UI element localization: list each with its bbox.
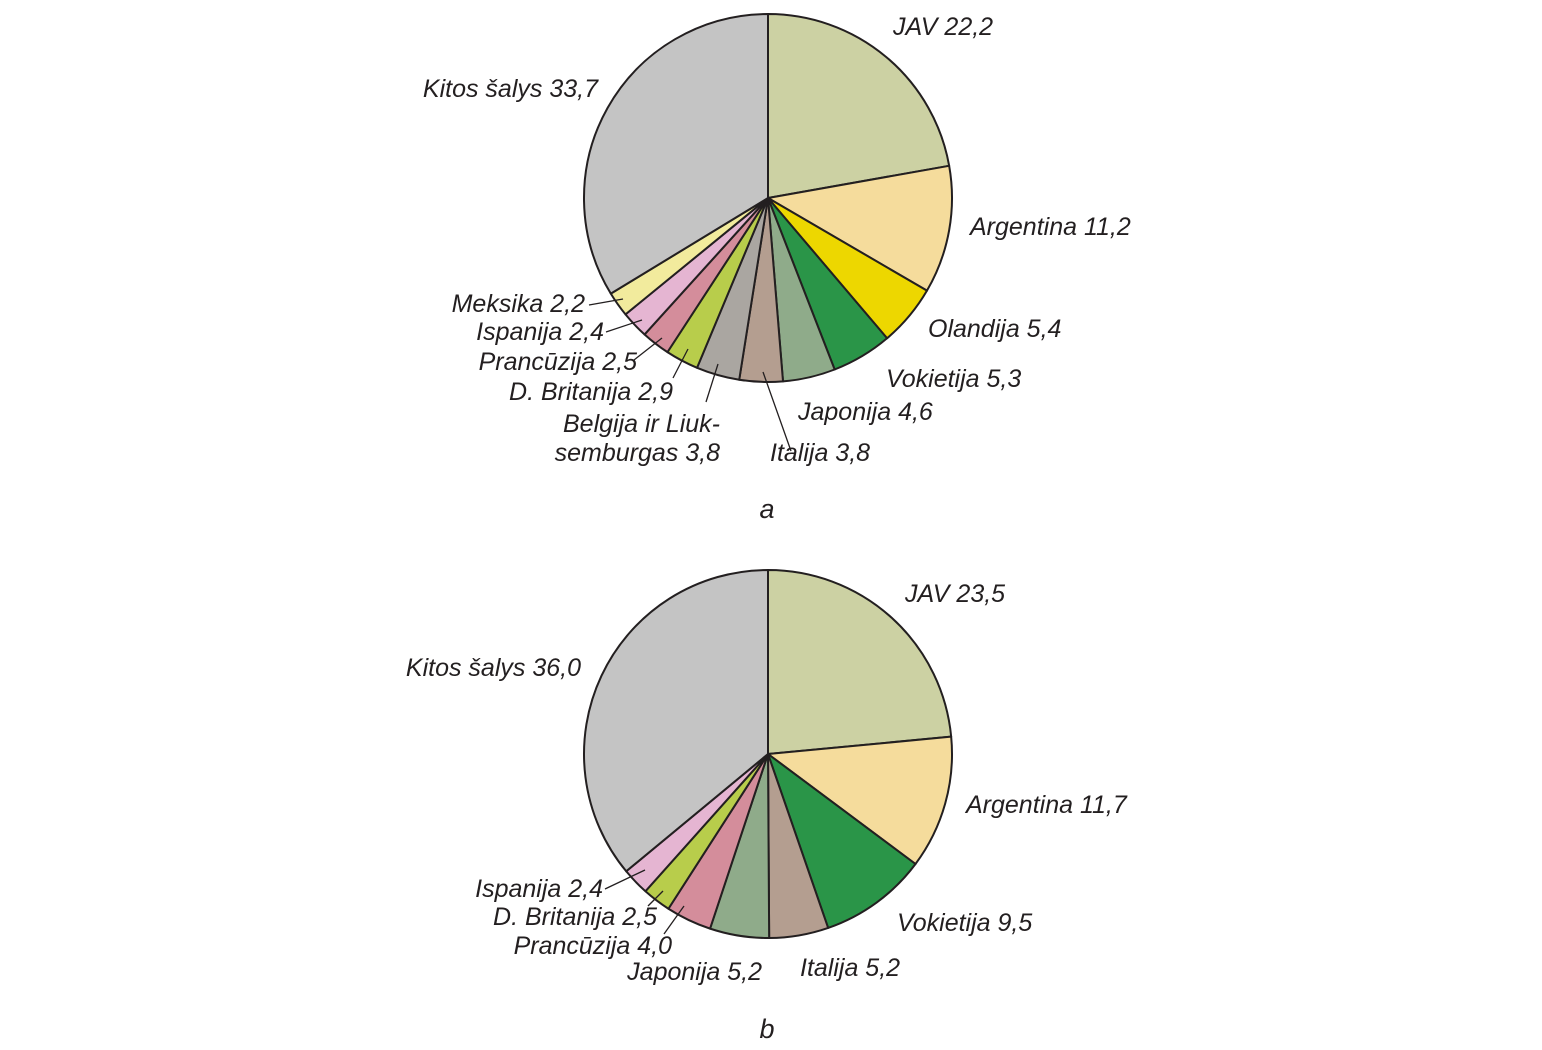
leader-line [762,371,792,452]
pie-chart-a: JAV 22,2 Argentina 11,2 Olandija 5,4 Vokiet… [423,13,1131,524]
leader-line [672,348,689,379]
slice-label-japonija: Japonija 4,6 [797,398,933,426]
pie-slice-argentina [767,735,953,866]
slice-label-argentina: Argentina 11,2 [968,213,1131,241]
slice-label-vokietija: Vokietija 9,5 [897,909,1032,937]
pie-slice-jav [767,569,953,755]
slice-label-ispanija: Ispanija 2,4 [475,875,603,903]
leader-line [588,298,624,306]
slice-label-prancuzija: Prancūzija 4,0 [514,932,673,960]
slice-label-d: D. Britanija 2,5 [493,903,657,931]
leader-line [663,905,685,935]
pie-slice-vokietija [767,753,917,929]
slice-label-kitos: Kitos šalys 33,7 [423,75,599,103]
pie-chart-b: JAV 23,5 Argentina 11,7 Vokietija 9,5 Itali… [406,569,1128,1044]
slice-label-jav: JAV 22,2 [892,13,993,41]
slice-label-ispanija: Ispanija 2,4 [476,318,604,346]
chart-caption: a [759,494,774,524]
slice-label-kitos: Kitos šalys 36,0 [406,654,581,682]
leader-line [633,337,663,361]
slice-label-japonija: Japonija 5,2 [626,958,762,986]
leader-line [604,869,646,890]
pie-slice-kitos [583,569,769,873]
pie-slice-argentina [767,164,953,292]
chart-caption: b [759,1014,774,1044]
leader-line [647,890,664,907]
leader-line [705,363,719,403]
pie-slice-kitos [582,13,769,295]
slice-label-vokietija: Vokietija 5,3 [886,365,1021,393]
slice-label-prancuzija: Prancūzija 2,5 [479,348,638,376]
slice-label-italija: Italija 3,8 [770,439,870,467]
slice-label-argentina: Argentina 11,7 [964,791,1128,819]
slice-label-meksika: Meksika 2,2 [452,290,585,318]
slice-label-jav: JAV 23,5 [904,580,1005,608]
slice-label-d: D. Britanija 2,9 [509,378,673,406]
slice-label-italija: Italija 5,2 [800,954,900,982]
slice-label-belgija: Belgija ir Liuk-semburgas 3,8 [555,410,720,467]
leader-line [605,319,643,333]
pie-slice-jav [767,13,951,199]
slice-label-olandija: Olandija 5,4 [928,315,1061,343]
